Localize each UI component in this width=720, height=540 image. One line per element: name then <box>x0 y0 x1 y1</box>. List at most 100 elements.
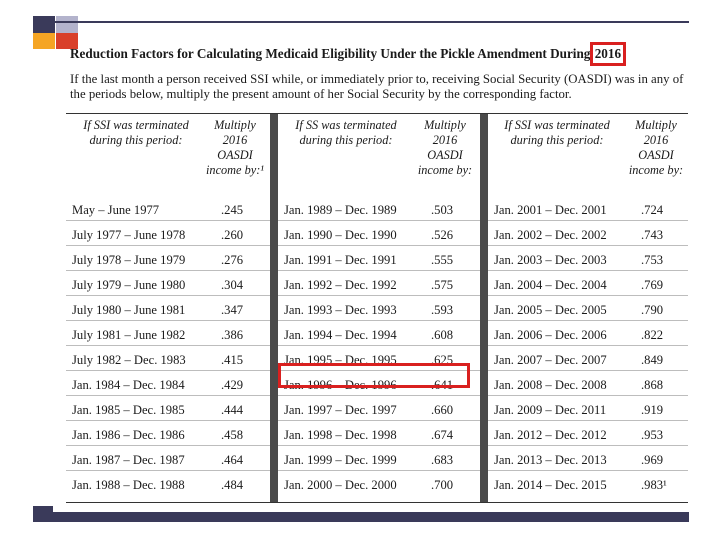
bottom-bar <box>33 512 689 522</box>
factor-cell: .743 <box>641 228 664 242</box>
row-rule <box>66 395 270 396</box>
column-divider-2 <box>480 114 488 502</box>
period-cell: Jan. 1992 – Dec. 1992 <box>284 278 397 292</box>
factor-cell: .660 <box>431 403 454 417</box>
period-cell: Jan. 2007 – Dec. 2007 <box>494 353 607 367</box>
factor-cell: .593 <box>431 303 454 317</box>
factor-cell: .429 <box>221 378 244 392</box>
period-cell: July 1979 – June 1980 <box>72 278 186 292</box>
header-period-3: If SSI was terminated during this period… <box>504 118 610 147</box>
period-cell: Jan. 1988 – Dec. 1988 <box>72 478 185 492</box>
period-cell: Jan. 1991 – Dec. 1991 <box>284 253 397 267</box>
factor-cell: .753 <box>641 253 664 267</box>
factor-cell: .608 <box>431 328 454 342</box>
factor-cell: .575 <box>431 278 454 292</box>
title-year-highlight: 2016 <box>589 42 627 66</box>
header-multiply-3: Multiply 2016 OASDI income by: <box>628 118 684 177</box>
factor-cell: .464 <box>221 453 244 467</box>
row-rule <box>66 245 270 246</box>
row-rule <box>488 295 688 296</box>
header-multiply-2: Multiply 2016 OASDI income by: <box>417 118 473 177</box>
period-cell: Jan. 1990 – Dec. 1990 <box>284 228 397 242</box>
row-rule <box>488 270 688 271</box>
period-cell: Jan. 1986 – Dec. 1986 <box>72 428 185 442</box>
period-cell: Jan. 2009 – Dec. 2011 <box>494 403 607 417</box>
corner-square-red <box>56 33 78 49</box>
factor-cell: .849 <box>641 353 664 367</box>
factor-cell: .683 <box>431 453 454 467</box>
page-title: Reduction Factors for Calculating Medica… <box>70 42 650 66</box>
row-rule <box>66 270 270 271</box>
row-rule <box>66 295 270 296</box>
period-cell: Jan. 2012 – Dec. 2012 <box>494 428 607 442</box>
row-rule <box>66 320 270 321</box>
row-rule <box>66 445 270 446</box>
factor-cell: .919 <box>641 403 664 417</box>
period-cell: Jan. 1989 – Dec. 1989 <box>284 203 397 217</box>
table-row: July 1977 – June 1978 .260 Jan. 1990 – Dec… <box>66 221 688 246</box>
factor-cell: .724 <box>641 203 664 217</box>
row-rule <box>488 470 688 471</box>
row-rule <box>488 320 688 321</box>
factor-cell: .555 <box>431 253 454 267</box>
period-cell: Jan. 2004 – Dec. 2004 <box>494 278 607 292</box>
factor-cell: .769 <box>641 278 664 292</box>
factor-cell: .503 <box>431 203 454 217</box>
row-rule <box>278 270 480 271</box>
row-rule <box>488 220 688 221</box>
period-cell: Jan. 1993 – Dec. 1993 <box>284 303 397 317</box>
header-period-2: If SS was terminated during this period: <box>295 118 397 147</box>
period-cell: Jan. 1999 – Dec. 1999 <box>284 453 397 467</box>
table-row: July 1980 – June 1981 .347 Jan. 1993 – Dec… <box>66 296 688 321</box>
factor-cell: .484 <box>221 478 244 492</box>
period-cell: Jan. 2005 – Dec. 2005 <box>494 303 607 317</box>
period-cell: Jan. 2014 – Dec. 2015 <box>494 478 607 492</box>
period-cell: Jan. 2013 – Dec. 2013 <box>494 453 607 467</box>
factor-cell: .347 <box>221 303 244 317</box>
row-rule <box>488 445 688 446</box>
row-rule <box>278 370 480 371</box>
factor-cell: .276 <box>221 253 244 267</box>
period-cell: Jan. 1987 – Dec. 1987 <box>72 453 185 467</box>
row-rule <box>66 470 270 471</box>
period-cell: July 1978 – June 1979 <box>72 253 186 267</box>
table-row: May – June 1977 .245 Jan. 1989 – Dec. 1989… <box>66 196 688 221</box>
row-rule <box>278 245 480 246</box>
title-text: Reduction Factors for Calculating Medica… <box>70 46 594 61</box>
factor-cell: .953 <box>641 428 664 442</box>
period-cell: Jan. 2006 – Dec. 2006 <box>494 328 607 342</box>
table-row: July 1981 – June 1982 .386 Jan. 1994 – Dec… <box>66 321 688 346</box>
intro-paragraph: If the last month a person received SSI … <box>70 72 684 101</box>
row-rule <box>278 470 480 471</box>
factor-cell: .526 <box>431 228 454 242</box>
table-row: Jan. 1988 – Dec. 1988 .484 Jan. 2000 – Dec… <box>66 471 688 496</box>
factor-cell: .790 <box>641 303 664 317</box>
factor-cell: .868 <box>641 378 664 392</box>
row-rule <box>488 395 688 396</box>
factor-cell: .969 <box>641 453 664 467</box>
row-rule <box>66 370 270 371</box>
period-cell: July 1982 – Dec. 1983 <box>72 353 186 367</box>
reduction-factors-table: If SSI was terminated during this period… <box>66 113 688 503</box>
factor-cell: .304 <box>221 278 244 292</box>
table-row: Jan. 1985 – Dec. 1985 .444 Jan. 1997 – Dec… <box>66 396 688 421</box>
header-period-1: If SSI was terminated during this period… <box>83 118 189 147</box>
table-row: July 1979 – June 1980 .304 Jan. 1992 – Dec… <box>66 271 688 296</box>
row-rule <box>488 345 688 346</box>
period-cell: Jan. 2008 – Dec. 2008 <box>494 378 607 392</box>
factor-cell: .386 <box>221 328 244 342</box>
factor-cell: .822 <box>641 328 664 342</box>
period-cell: July 1980 – June 1981 <box>72 303 186 317</box>
factor-cell: .458 <box>221 428 244 442</box>
row-rule <box>488 420 688 421</box>
period-cell: Jan. 2001 – Dec. 2001 <box>494 203 607 217</box>
factor-cell: .674 <box>431 428 454 442</box>
row-rule <box>278 345 480 346</box>
row-rule <box>66 345 270 346</box>
row-rule <box>278 395 480 396</box>
factor-cell: .444 <box>221 403 244 417</box>
period-cell: Jan. 2000 – Dec. 2000 <box>284 478 397 492</box>
table-row: July 1982 – Dec. 1983.415 Jan. 1995 – Dec… <box>66 346 688 371</box>
period-cell: Jan. 1994 – Dec. 1994 <box>284 328 397 342</box>
highlight-box-1996-row <box>278 363 470 388</box>
